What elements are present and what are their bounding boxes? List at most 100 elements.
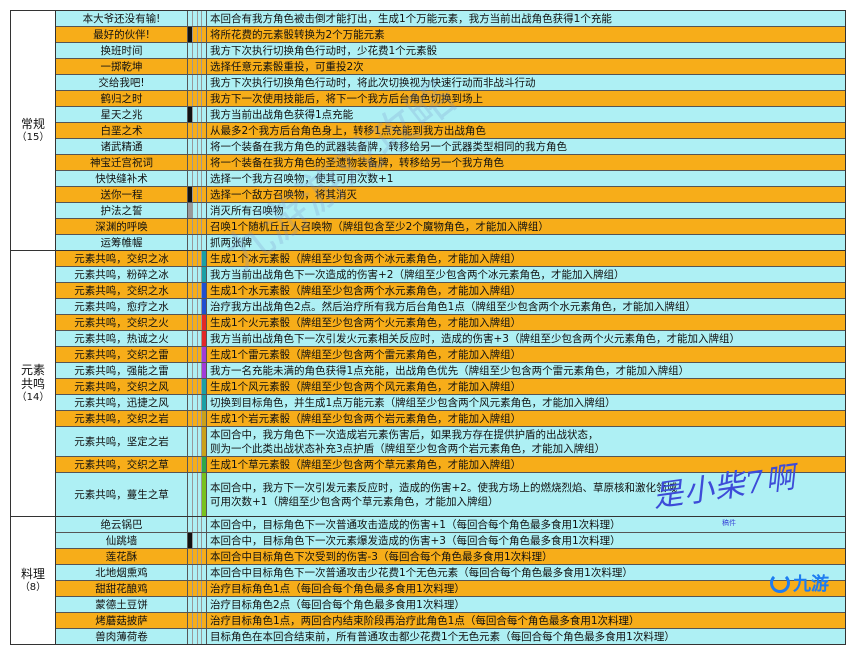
card-table: 常规 （15） 本大爷还没有输! 本回合有我方角色被击倒才能打出，生成1个万能元素，我… (10, 10, 846, 645)
marker-cells (188, 347, 207, 362)
marker-cell (188, 203, 193, 218)
marker-cell (188, 533, 193, 548)
card-effect: 本回合中，我方角色下一次造成岩元素伤害后，如果我方存在提供护盾的出战状态， 则为… (210, 428, 606, 455)
marker-cell (202, 107, 206, 122)
card-effect: 抓两张牌 (210, 236, 252, 249)
marker-cell (198, 581, 203, 596)
marker-cell (202, 395, 206, 410)
marker-cell (188, 517, 193, 532)
marker-cells (188, 251, 207, 266)
table-row: 元素共鸣，交织之草 生成1个草元素骰（牌组至少包含两个草元素角色，才能加入牌组） (56, 456, 845, 472)
marker-cells (188, 315, 207, 330)
marker-cells (188, 75, 207, 90)
marker-cell (193, 203, 198, 218)
marker-cell (202, 43, 206, 58)
marker-cell (198, 379, 203, 394)
card-name: 白垩之术 (56, 123, 188, 138)
marker-cell (188, 473, 193, 516)
category-label: 元素 共鸣 （14） (11, 251, 56, 516)
card-name: 元素共鸣，热诚之火 (56, 331, 188, 346)
card-name: 本大爷还没有输! (56, 11, 188, 26)
marker-cell (202, 565, 206, 580)
marker-cell (198, 107, 203, 122)
marker-cells (188, 219, 207, 234)
marker-cells (188, 427, 207, 456)
marker-cells (188, 27, 207, 42)
marker-cells (188, 457, 207, 472)
marker-cell (202, 581, 206, 596)
card-name: 元素共鸣，迅捷之风 (56, 395, 188, 410)
card-name: 运筹帷幄 (56, 235, 188, 250)
marker-cell (193, 11, 198, 26)
table-row: 元素共鸣，交织之水 生成1个水元素骰（牌组至少包含两个水元素角色，才能加入牌组） (56, 282, 845, 298)
table-row: 蒙德土豆饼 治疗目标角色2点（每回合每个角色最多食用1次料理） (56, 596, 845, 612)
card-name: 快快缝补术 (56, 171, 188, 186)
marker-cell (188, 235, 193, 250)
marker-cell (188, 457, 193, 472)
marker-cell (202, 187, 206, 202)
card-effect: 治疗目标角色1点（每回合每个角色最多食用1次料理） (210, 582, 465, 595)
marker-cell (202, 629, 206, 644)
marker-cells (188, 91, 207, 106)
table-row: 送你一程 选择一个敌方召唤物，将其消灭 (56, 186, 845, 202)
marker-cells (188, 395, 207, 410)
marker-cell (193, 565, 198, 580)
card-name: 一掷乾坤 (56, 59, 188, 74)
marker-cell (193, 473, 198, 516)
table-row: 元素共鸣，热诚之火 我方当前出战角色下一次引发火元素相关反应时，造成的伤害+3（牌… (56, 330, 845, 346)
marker-cell (193, 171, 198, 186)
marker-cell (198, 123, 203, 138)
card-effect: 本回合中，我方下一次引发元素反应时，造成的伤害+2。使我方场上的燃烧烈焰、草原核… (210, 481, 677, 508)
table-row: 护法之誓 消灭所有召唤物 (56, 202, 845, 218)
marker-cells (188, 597, 207, 612)
card-name: 蒙德土豆饼 (56, 597, 188, 612)
marker-cell (202, 613, 206, 628)
marker-cells (188, 629, 207, 644)
marker-cell (193, 251, 198, 266)
table-row: 元素共鸣，迅捷之风 切换到目标角色，并生成1点万能元素（牌组至少包含两个风元素角色… (56, 394, 845, 410)
card-effect: 目标角色在本回合结束前，所有普通攻击都少花费1个无色元素（每回合每个角色最多食用… (210, 630, 675, 643)
marker-cell (193, 59, 198, 74)
marker-cell (202, 155, 206, 170)
card-name: 元素共鸣，交织之草 (56, 457, 188, 472)
table-row: 快快缝补术 选择一个我方召唤物，使其可用次数+1 (56, 170, 845, 186)
marker-cells (188, 203, 207, 218)
marker-cells (188, 43, 207, 58)
table-row: 仙跳墙 本回合中，目标角色下一次元素爆发造成的伤害+3（每回合每个角色最多食用1次… (56, 532, 845, 548)
marker-cell (202, 517, 206, 532)
marker-cell (188, 59, 193, 74)
marker-cells (188, 549, 207, 564)
marker-cell (202, 379, 206, 394)
table-row: 交给我吧! 我方下次执行切换角色行动时，将此次切换视为快速行动而非战斗行动 (56, 74, 845, 90)
marker-cell (193, 107, 198, 122)
table-row: 深渊的呼唤 召唤1个随机丘丘人召唤物（牌组包含至少2个魔物角色，才能加入牌组） (56, 218, 845, 234)
marker-cell (198, 187, 203, 202)
table-row: 北地烟熏鸡 本回合中目标角色下一次普通攻击少花费1个无色元素（每回合每个角色最多食… (56, 564, 845, 580)
card-effect: 召唤1个随机丘丘人召唤物（牌组包含至少2个魔物角色，才能加入牌组） (210, 220, 549, 233)
marker-cells (188, 581, 207, 596)
card-effect: 生成1个草元素骰（牌组至少包含两个草元素角色，才能加入牌组） (210, 458, 522, 471)
category-label: 料理 （8） (11, 517, 56, 644)
card-effect: 本回合中目标角色下一次普通攻击少花费1个无色元素（每回合每个角色最多食用1次料理… (210, 566, 633, 579)
card-effect: 消灭所有召唤物 (210, 204, 284, 217)
marker-cell (202, 457, 206, 472)
table-row: 最好的伙伴! 将所花费的元素骰转换为2个万能元素 (56, 26, 845, 42)
table-row: 兽肉薄荷卷 目标角色在本回合结束前，所有普通攻击都少花费1个无色元素（每回合每个角… (56, 628, 845, 644)
marker-cell (198, 219, 203, 234)
category-count: （15） (16, 131, 50, 143)
card-effect: 选择一个我方召唤物，使其可用次数+1 (210, 172, 394, 185)
table-row: 元素共鸣，交织之雷 生成1个雷元素骰（牌组至少包含两个雷元素角色，才能加入牌组） (56, 346, 845, 362)
marker-cells (188, 59, 207, 74)
table-row: 运筹帷幄 抓两张牌 (56, 234, 845, 250)
marker-cells (188, 331, 207, 346)
marker-cell (188, 565, 193, 580)
category-group: 常规 （15） 本大爷还没有输! 本回合有我方角色被击倒才能打出，生成1个万能元素，我… (11, 11, 845, 251)
marker-cell (193, 347, 198, 362)
marker-cells (188, 107, 207, 122)
card-effect: 我方当前出战角色获得1点充能 (210, 108, 354, 121)
marker-cell (188, 299, 193, 314)
table-row: 星天之兆 我方当前出战角色获得1点充能 (56, 106, 845, 122)
marker-cell (188, 11, 193, 26)
marker-cell (193, 187, 198, 202)
marker-cell (202, 203, 206, 218)
